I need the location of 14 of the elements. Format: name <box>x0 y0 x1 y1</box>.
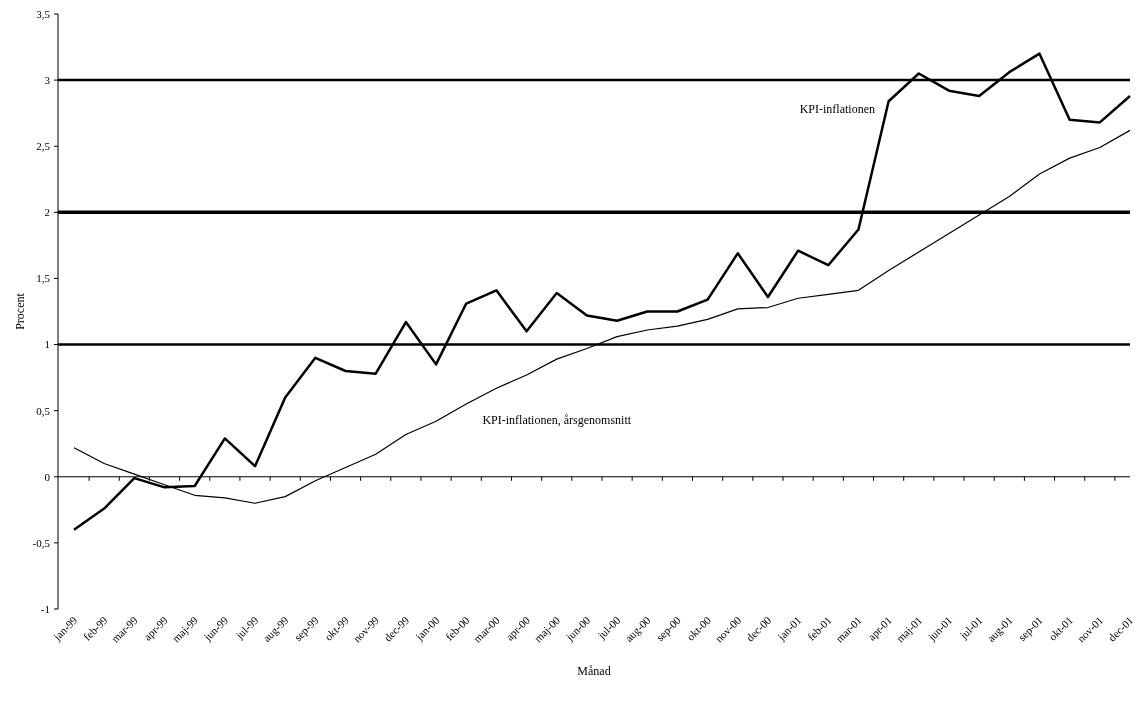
y-tick-label: 1,5 <box>36 272 51 285</box>
y-tick-label: 0 <box>44 470 51 483</box>
y-tick-label: 2 <box>44 206 50 219</box>
y-tick-label: 2,5 <box>36 140 51 153</box>
y-tick-label: 3,5 <box>36 7 51 20</box>
y-axis-title: Procent <box>13 292 27 330</box>
y-tick-label: 0,5 <box>36 404 51 417</box>
y-tick-label: -1 <box>40 602 50 615</box>
y-tick-label: 1 <box>44 338 50 351</box>
y-tick-label: -0,5 <box>32 536 51 549</box>
series-label: KPI-inflationen, årsgenomsnitt <box>482 412 632 427</box>
y-tick-label: 3 <box>44 73 51 86</box>
series-label: KPI-inflationen <box>799 102 875 117</box>
x-axis-title: Månad <box>577 664 611 678</box>
